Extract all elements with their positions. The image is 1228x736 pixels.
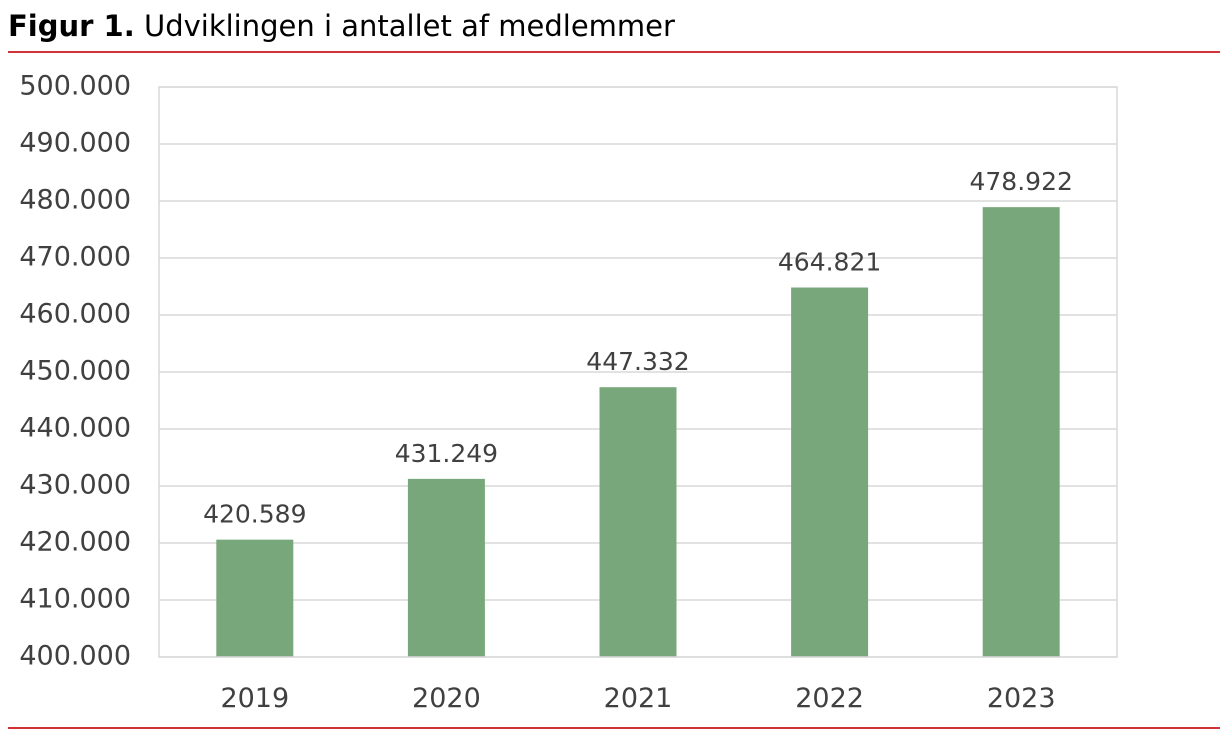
data-labels: 420.589 431.249 447.332 464.821 478.922 <box>203 167 1073 528</box>
y-tick-label: 430.000 <box>19 470 131 501</box>
y-tick-label: 450.000 <box>19 356 131 387</box>
bar-2022 <box>791 287 869 657</box>
figure-title: Figur 1. Udviklingen i antallet af medle… <box>8 4 675 48</box>
figure-title-text: Udviklingen i antallet af medlemmer <box>143 9 675 43</box>
x-tick-label-2020: 2020 <box>412 683 481 714</box>
y-tick-label: 400.000 <box>19 641 131 672</box>
data-label-2021: 447.332 <box>586 347 689 376</box>
y-tick-label: 490.000 <box>19 128 131 159</box>
bottom-divider <box>8 727 1220 729</box>
x-tick-label-2019: 2019 <box>220 683 289 714</box>
x-tick-label-2021: 2021 <box>604 683 673 714</box>
x-tick-label-2023: 2023 <box>987 683 1056 714</box>
data-label-2019: 420.589 <box>203 500 306 529</box>
bar-2019 <box>216 539 294 657</box>
y-tick-label: 460.000 <box>19 299 131 330</box>
y-tick-label: 440.000 <box>19 413 131 444</box>
x-tick-label-2022: 2022 <box>795 683 864 714</box>
figure-number: Figur 1. <box>8 9 135 43</box>
data-label-2022: 464.821 <box>778 248 881 277</box>
y-tick-label: 420.000 <box>19 527 131 558</box>
y-tick-label: 410.000 <box>19 584 131 615</box>
bar-2020 <box>407 478 485 657</box>
bar-chart: 400.000 410.000 420.000 430.000 440.000 450.0… <box>19 71 1118 714</box>
bars <box>216 207 1060 657</box>
y-axis-tick-labels: 400.000 410.000 420.000 430.000 440.000 450.0… <box>19 71 131 672</box>
y-tick-label: 500.000 <box>19 71 131 102</box>
bar-2021 <box>599 387 677 657</box>
bar-2023 <box>982 207 1060 657</box>
plot-area-frame <box>158 86 1118 658</box>
data-label-2020: 431.249 <box>395 439 498 468</box>
top-divider <box>8 51 1220 53</box>
data-label-2023: 478.922 <box>970 167 1073 196</box>
y-tick-label: 470.000 <box>19 242 131 273</box>
y-tick-label: 480.000 <box>19 185 131 216</box>
x-axis-tick-labels: 2019 2020 2021 2022 2023 <box>220 683 1055 714</box>
